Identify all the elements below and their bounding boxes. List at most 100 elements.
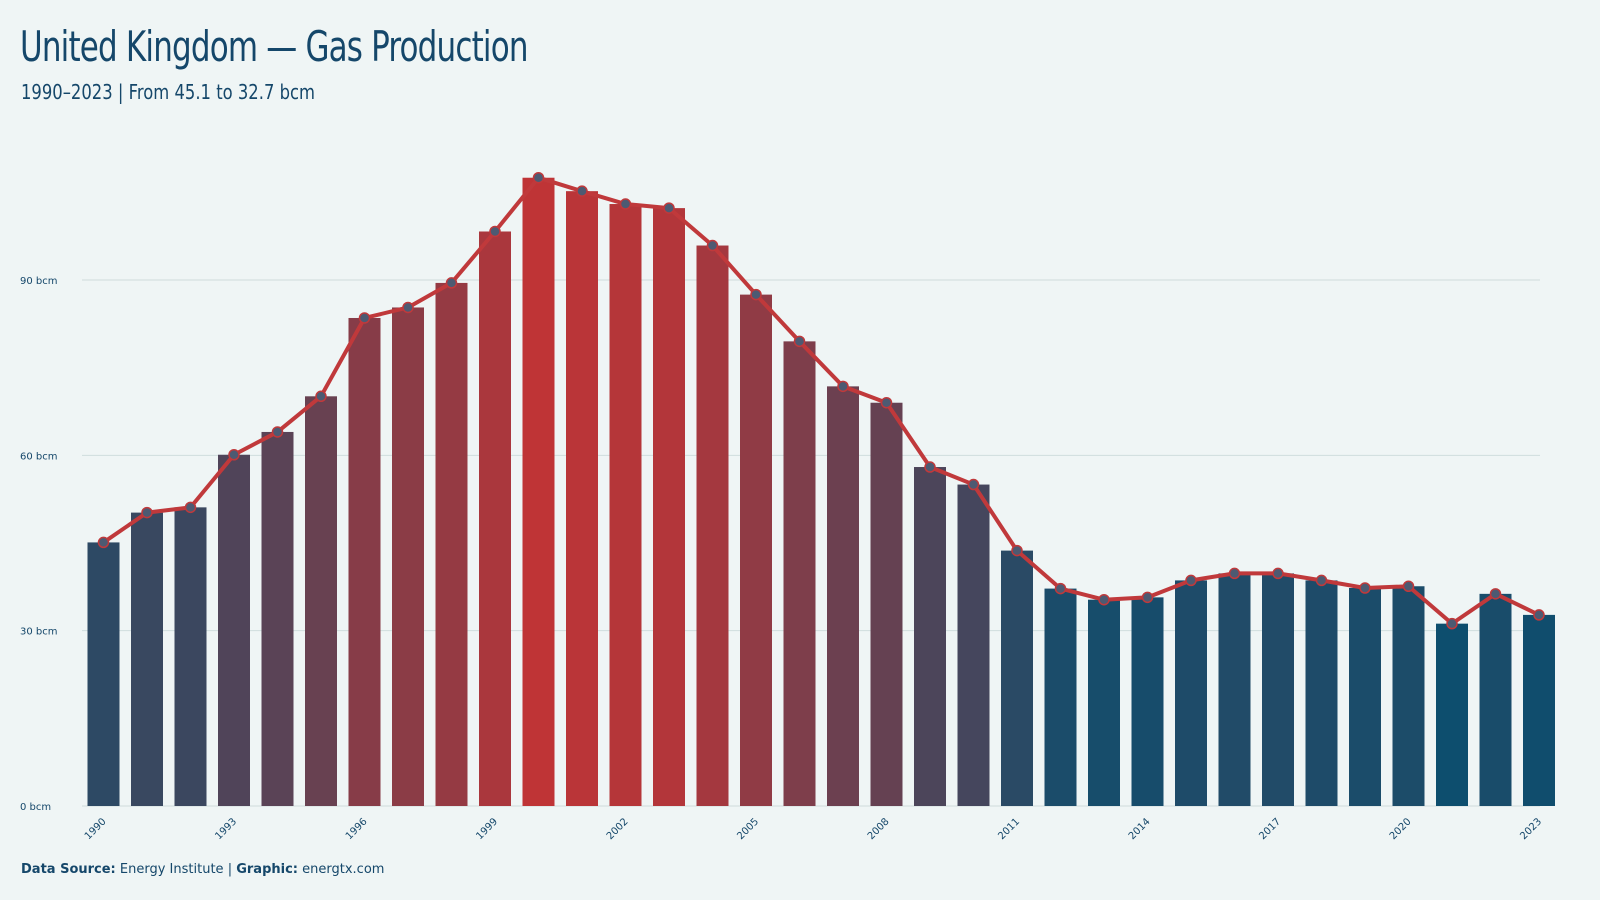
x-tick-label: 2014 [1127, 816, 1153, 842]
data-point-marker [924, 461, 936, 473]
x-tick-label: 2008 [866, 816, 892, 842]
source-label: Data Source: [21, 862, 116, 877]
bar [392, 307, 424, 806]
footer: Data Source: Energy Institute | Graphic:… [21, 862, 384, 877]
bar [261, 431, 294, 806]
y-axis-ticks: 0 bcm 30 bcm 60 bcm 90 bcm [20, 276, 58, 813]
graphic-label: Graphic: [236, 862, 298, 877]
data-point-marker [445, 277, 458, 289]
data-point-marker [1054, 582, 1067, 595]
markers [97, 171, 1545, 630]
data-point-marker [1446, 617, 1458, 630]
bar [131, 512, 163, 806]
x-tick-label: 1996 [344, 816, 370, 842]
bar [1044, 588, 1077, 806]
data-point-marker [880, 396, 893, 409]
data-point-marker [489, 225, 501, 238]
x-tick-label: 1993 [213, 816, 239, 842]
bar [479, 231, 511, 807]
bar [653, 208, 685, 806]
data-point-marker [706, 239, 719, 252]
data-point-marker [619, 198, 632, 210]
bar [1001, 550, 1033, 806]
bar [1436, 623, 1468, 806]
x-axis-ticks: 1990 1993 1996 1999 2002 2005 2008 2011 2014 2017… [83, 816, 1544, 842]
data-point-marker [967, 478, 980, 491]
bar [1218, 573, 1251, 806]
x-tick-label: 1999 [474, 816, 500, 842]
data-point-marker [1228, 567, 1241, 580]
bar [914, 467, 946, 806]
y-tick-label: 60 bcm [20, 451, 58, 462]
x-tick-label: 2023 [1518, 816, 1544, 842]
data-point-marker [228, 448, 240, 461]
x-tick-label: 2002 [605, 816, 631, 842]
bar [305, 396, 337, 806]
x-tick-label: 2017 [1257, 816, 1283, 842]
y-tick-label: 90 bcm [20, 276, 58, 287]
bar [1479, 593, 1512, 806]
bars [87, 177, 1555, 807]
bar [522, 177, 555, 806]
footer-separator: | [227, 862, 233, 877]
bar [1349, 588, 1381, 806]
data-point-marker [184, 501, 197, 514]
data-point-marker [141, 506, 153, 519]
bar [348, 317, 381, 806]
y-tick-label: 0 bcm [20, 802, 51, 813]
data-point-marker [97, 536, 110, 549]
bar [783, 341, 816, 806]
bar [174, 507, 207, 806]
chart-subtitle: 1990–2023 | From 45.1 to 32.7 bcm [21, 80, 316, 104]
bar [1392, 586, 1425, 806]
bar [218, 454, 250, 806]
data-point-marker [315, 390, 327, 403]
bar [696, 245, 729, 807]
bar [1262, 573, 1294, 806]
bar [87, 542, 120, 806]
data-point-marker [1141, 591, 1154, 604]
data-point-marker [1489, 588, 1502, 600]
bar [827, 386, 859, 806]
y-tick-label: 30 bcm [20, 627, 58, 638]
trend-line [101, 175, 1541, 626]
bar [1131, 597, 1164, 806]
bar [1305, 580, 1338, 806]
data-point-marker [576, 185, 588, 197]
data-point-marker [793, 335, 806, 348]
bar [566, 191, 598, 807]
bar [1523, 614, 1555, 806]
x-tick-label: 2020 [1388, 816, 1414, 842]
data-point-marker [750, 288, 762, 301]
data-point-marker [402, 301, 414, 314]
bar [1088, 599, 1120, 806]
data-point-marker [1098, 593, 1110, 606]
data-point-marker [271, 426, 284, 438]
x-tick-label: 2005 [735, 816, 761, 842]
bar [609, 204, 642, 806]
data-point-marker [1011, 544, 1023, 557]
chart-title: United Kingdom — Gas Production [20, 22, 528, 71]
data-point-marker [1533, 609, 1545, 621]
data-point-marker [358, 312, 371, 324]
x-tick-label: 2011 [996, 816, 1022, 842]
x-tick-label: 1990 [83, 816, 109, 842]
data-point-marker [837, 380, 849, 393]
bar [870, 402, 903, 806]
data-point-marker [1402, 580, 1415, 592]
bar [435, 282, 468, 806]
data-point-marker [1315, 574, 1328, 587]
graphic-value: energtx.com [302, 862, 385, 877]
source-value: Energy Institute [119, 862, 224, 877]
data-point-marker [532, 171, 545, 184]
data-point-marker [1185, 574, 1197, 587]
data-point-marker [663, 202, 675, 214]
trend-line-path [101, 175, 1541, 626]
data-point-marker [1272, 567, 1284, 580]
data-point-marker [1359, 582, 1371, 594]
bar [957, 484, 990, 806]
bar [740, 294, 772, 806]
bar [1175, 580, 1207, 806]
